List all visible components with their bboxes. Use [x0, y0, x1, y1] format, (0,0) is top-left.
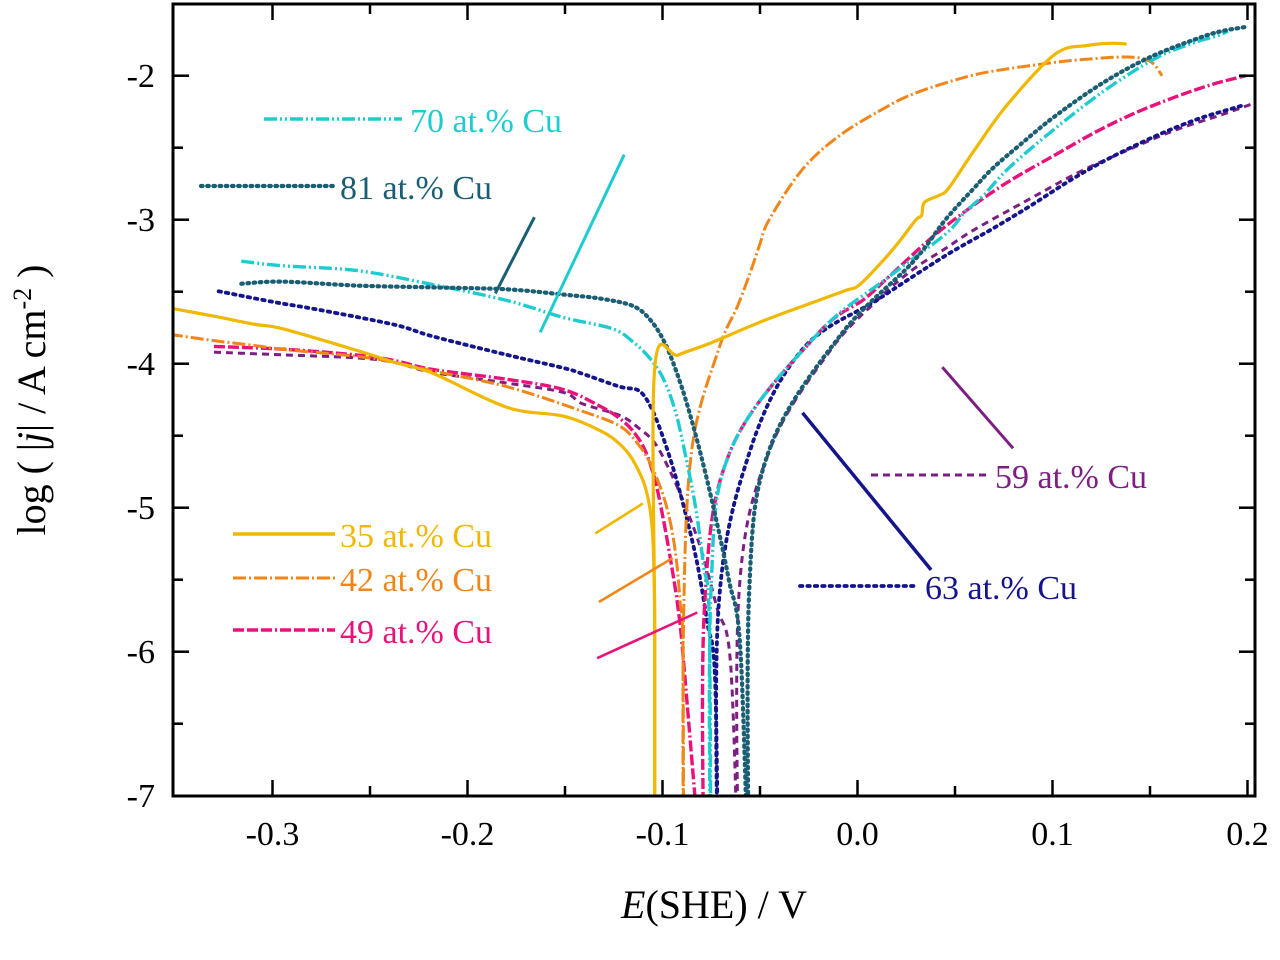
svg-text:-0.1: -0.1	[636, 816, 690, 853]
svg-text:-4: -4	[127, 346, 155, 383]
svg-text:49 at.% Cu: 49 at.% Cu	[340, 614, 492, 651]
svg-text:-3: -3	[127, 202, 155, 239]
svg-text:70 at.% Cu: 70 at.% Cu	[410, 103, 562, 140]
svg-text:-0.2: -0.2	[441, 816, 495, 853]
svg-text:81 at.% Cu: 81 at.% Cu	[340, 170, 492, 207]
svg-text:0.1: 0.1	[1031, 816, 1074, 853]
svg-text:-5: -5	[127, 490, 155, 527]
svg-text:59 at.% Cu: 59 at.% Cu	[995, 459, 1147, 496]
svg-text:-0.3: -0.3	[246, 816, 300, 853]
svg-text:42 at.% Cu: 42 at.% Cu	[340, 562, 492, 599]
svg-text:63 at.% Cu: 63 at.% Cu	[925, 570, 1077, 607]
svg-text:0.2: 0.2	[1226, 816, 1269, 853]
svg-text:-7: -7	[127, 778, 155, 815]
svg-text:0.0: 0.0	[836, 816, 879, 853]
svg-text:-6: -6	[127, 634, 155, 671]
svg-text:-2: -2	[127, 58, 155, 95]
svg-text:log ( |j| / A cm-2 ): log ( |j| / A cm-2 )	[8, 264, 54, 535]
svg-text:E(SHE) / V: E(SHE) / V	[620, 882, 807, 927]
svg-text:35 at.% Cu: 35 at.% Cu	[340, 518, 492, 555]
